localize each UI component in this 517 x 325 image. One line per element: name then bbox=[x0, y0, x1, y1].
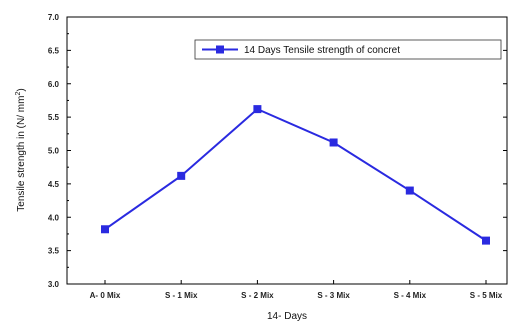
x-axis: A- 0 Mix S - 1 Mix S - 2 Mix S - 3 Mix S - 4… bbox=[90, 280, 503, 300]
x-tick-label: S - 1 Mix bbox=[165, 291, 198, 300]
y-axis: 3.0 3.5 4.0 4.5 5.0 5.5 6.0 6.5 7.0 bbox=[48, 13, 507, 289]
y-tick-label: 4.5 bbox=[48, 180, 60, 189]
y-axis-title-suffix: ) bbox=[16, 88, 27, 91]
y-tick-label: 7.0 bbox=[48, 13, 60, 22]
x-axis-title: 14- Days bbox=[267, 311, 307, 322]
y-axis-title-main: Tensile strength in (N/ mm bbox=[16, 96, 27, 212]
y-tick-label: 5.0 bbox=[48, 147, 60, 156]
legend-label: 14 Days Tensile strength of concret bbox=[244, 45, 400, 56]
data-series bbox=[101, 105, 490, 245]
y-tick-label: 6.0 bbox=[48, 80, 60, 89]
legend-marker bbox=[216, 45, 224, 54]
data-point bbox=[482, 236, 490, 245]
y-tick-label: 5.5 bbox=[48, 113, 60, 122]
y-tick-label: 3.0 bbox=[48, 280, 60, 289]
data-point bbox=[329, 138, 338, 147]
x-tick-label: A- 0 Mix bbox=[90, 291, 121, 300]
data-point bbox=[405, 186, 414, 195]
x-tick-label: S - 4 Mix bbox=[394, 291, 427, 300]
x-tick-label: S - 5 Mix bbox=[470, 291, 503, 300]
y-axis-title-superscript: 2 bbox=[15, 92, 22, 96]
data-point bbox=[253, 105, 262, 114]
data-point bbox=[177, 171, 186, 180]
data-point bbox=[101, 225, 109, 234]
y-tick-label: 4.0 bbox=[48, 213, 60, 222]
y-tick-label: 6.5 bbox=[48, 46, 60, 55]
legend-box bbox=[194, 39, 502, 60]
series-line bbox=[104, 107, 487, 242]
y-tick-label: 3.5 bbox=[48, 247, 60, 256]
legend: 14 Days Tensile strength of concret bbox=[194, 39, 502, 60]
x-tick-label: S - 3 Mix bbox=[317, 291, 350, 300]
y-axis-title: Tensile strength in (N/ mm2) bbox=[15, 88, 27, 211]
x-tick-label: S - 2 Mix bbox=[241, 291, 274, 300]
